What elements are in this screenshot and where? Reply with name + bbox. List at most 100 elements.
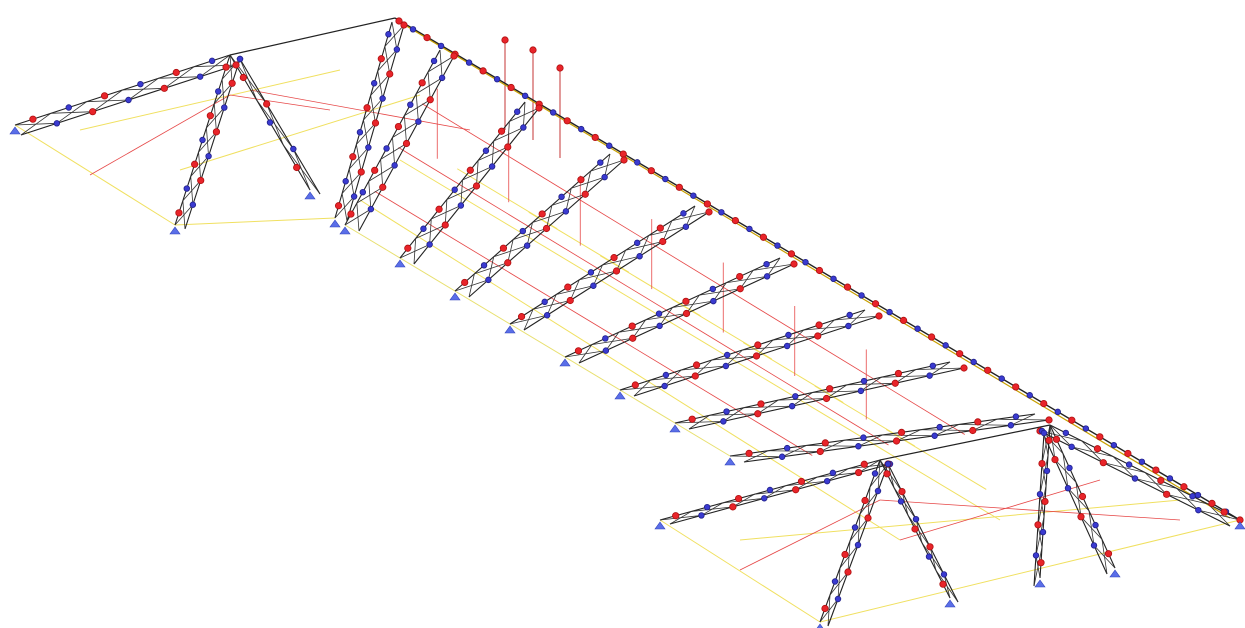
node-red (567, 297, 573, 303)
node-red (673, 513, 679, 519)
node-blue (197, 74, 203, 80)
node-blue (559, 194, 565, 200)
node-blue (54, 121, 60, 127)
node-red (1221, 509, 1227, 515)
node-red (263, 101, 269, 107)
node-blue (779, 454, 785, 460)
node-blue (421, 226, 427, 232)
node-blue (591, 283, 597, 289)
node-blue (1167, 476, 1173, 482)
node-red (620, 151, 626, 157)
node-blue (699, 513, 705, 519)
node-red (480, 68, 486, 74)
node-red (985, 367, 991, 373)
node-blue (184, 186, 190, 192)
node-blue (831, 276, 837, 282)
node-blue (803, 259, 809, 265)
node-blue (1013, 414, 1019, 420)
node-blue (1190, 493, 1196, 499)
node-blue (603, 348, 609, 354)
node-red (855, 469, 861, 475)
node-blue (431, 58, 437, 64)
node-blue (943, 343, 949, 349)
node-blue (1111, 442, 1117, 448)
node-blue (657, 323, 663, 329)
node-red (815, 333, 821, 339)
node-blue (887, 309, 893, 315)
node-red (842, 551, 848, 557)
node-red (1041, 400, 1047, 406)
node-red (912, 526, 918, 532)
node-red (732, 217, 738, 223)
node-blue (793, 394, 799, 400)
node-blue (1093, 522, 1099, 528)
node-blue (267, 120, 273, 126)
node-red (940, 581, 946, 587)
node-red (613, 268, 619, 274)
node-blue (368, 206, 374, 212)
node-blue (371, 80, 377, 86)
node-red (1046, 437, 1052, 443)
node-blue (237, 56, 243, 62)
node-blue (1091, 543, 1097, 549)
node-red (1105, 551, 1111, 557)
node-red (378, 56, 384, 62)
node-red (793, 487, 799, 493)
node-blue (1044, 468, 1050, 474)
node-blue (846, 323, 852, 329)
node-red (1209, 500, 1215, 506)
node-blue (784, 445, 790, 451)
node-blue (875, 488, 881, 494)
node-red (293, 164, 299, 170)
node-red (403, 140, 409, 146)
node-blue (859, 293, 865, 299)
node-blue (656, 311, 662, 317)
node-red (817, 448, 823, 454)
node-red (101, 93, 107, 99)
node-red (898, 429, 904, 435)
node-red (706, 209, 712, 215)
node-red (884, 471, 890, 477)
node-red (1038, 560, 1044, 566)
node-blue (138, 81, 144, 87)
node-red (893, 438, 899, 444)
node-red (467, 167, 473, 173)
node-red (876, 313, 882, 319)
node-red (1153, 467, 1159, 473)
node-red (173, 69, 179, 75)
node-red (1052, 456, 1058, 462)
node-blue (634, 160, 640, 166)
node-red (1097, 434, 1103, 440)
node-blue (930, 363, 936, 369)
node-blue (408, 102, 414, 108)
node-blue (789, 403, 795, 409)
node-blue (691, 193, 697, 199)
node-red (350, 154, 356, 160)
background (0, 0, 1245, 628)
node-blue (351, 194, 357, 200)
node-red (405, 245, 411, 251)
structural-model-view (0, 0, 1245, 628)
node-red (760, 234, 766, 240)
node-blue (885, 461, 891, 467)
node-red (660, 238, 666, 244)
node-blue (1069, 444, 1075, 450)
node-red (473, 183, 479, 189)
node-blue (764, 274, 770, 280)
node-blue (724, 409, 730, 415)
node-blue (1126, 462, 1132, 468)
node-blue (392, 163, 398, 169)
node-red (395, 123, 401, 129)
node-blue (215, 89, 221, 95)
node-blue (483, 148, 489, 154)
node-red (233, 62, 239, 68)
node-red (746, 450, 752, 456)
node-blue (872, 471, 878, 477)
node-blue (200, 137, 206, 143)
node-blue (663, 176, 669, 182)
node-blue (913, 516, 919, 522)
node-red (229, 80, 235, 86)
node-red (505, 144, 511, 150)
node-red (358, 169, 364, 175)
node-red (564, 118, 570, 124)
